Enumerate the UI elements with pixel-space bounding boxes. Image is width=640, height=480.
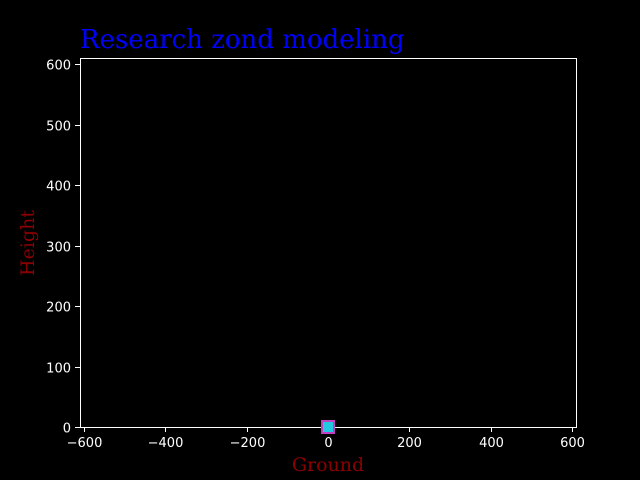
y-tick-label: 500 <box>46 120 71 135</box>
y-tick-label: 0 <box>63 422 71 437</box>
y-tick-label: 100 <box>46 362 71 377</box>
x-tick-label: 400 <box>479 436 504 451</box>
chart-title: Research zond modeling <box>80 25 405 55</box>
y-tick-label: 200 <box>46 301 71 316</box>
y-axis: 0 100 200 300 400 500 600 <box>46 59 80 437</box>
x-tick-label: −400 <box>148 436 184 451</box>
x-axis-label: Ground <box>292 454 364 476</box>
x-tick-label: 600 <box>560 436 585 451</box>
data-points <box>321 420 335 434</box>
x-tick-label: 200 <box>397 436 422 451</box>
x-tick-label: −600 <box>67 436 103 451</box>
x-axis: −600 −400 −200 0 200 400 600 <box>67 427 585 451</box>
y-tick-label: 300 <box>46 241 71 256</box>
x-tick-label: −200 <box>230 436 266 451</box>
plot-area <box>80 58 577 428</box>
y-tick-label: 600 <box>46 59 71 74</box>
data-point <box>321 420 335 434</box>
x-tick-label: 0 <box>324 436 332 451</box>
y-tick-label: 400 <box>46 180 71 195</box>
y-axis-label: Height <box>17 210 39 276</box>
